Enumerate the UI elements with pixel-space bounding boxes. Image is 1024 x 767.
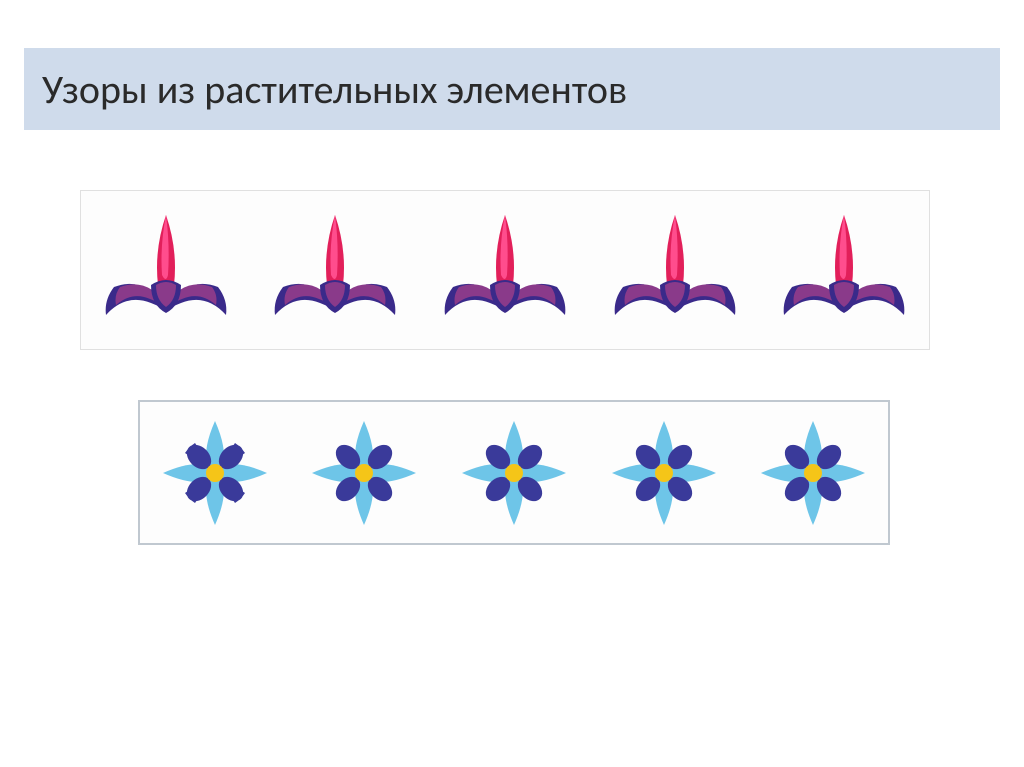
- tulip-icon: [774, 205, 914, 335]
- page-title: Узоры из растительных элементов: [42, 65, 627, 114]
- pattern-row-flowers: [138, 400, 890, 545]
- pattern-row-tulips: [80, 190, 930, 350]
- tulip-icon: [265, 205, 405, 335]
- flower-icon: [304, 413, 424, 533]
- flower-icon: [454, 413, 574, 533]
- title-bar: Узоры из растительных элементов: [24, 48, 1000, 130]
- tulip-icon: [435, 205, 575, 335]
- tulip-icon: [605, 205, 745, 335]
- flower-icon: [155, 413, 275, 533]
- flower-icon: [753, 413, 873, 533]
- flower-icon: [604, 413, 724, 533]
- tulip-icon: [96, 205, 236, 335]
